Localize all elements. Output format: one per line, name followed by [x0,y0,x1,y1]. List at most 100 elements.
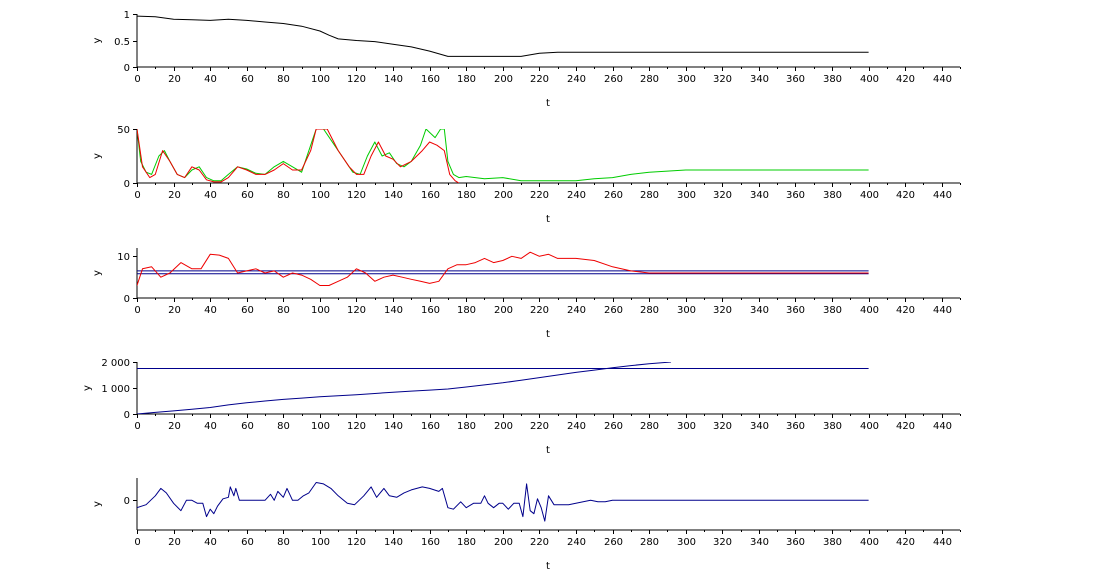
x-tick-label: 280 [640,537,659,548]
x-tick-label: 40 [204,537,217,548]
x-tick-label: 180 [457,305,476,316]
x-tick-label: 400 [860,537,879,548]
x-tick-label: 160 [421,74,440,85]
x-tick-label: 280 [640,74,659,85]
y-tick-label: 1 000 [101,384,130,395]
x-tick-label: 320 [713,421,732,432]
series-line-1 [137,129,869,182]
y-axis-label: y [92,37,103,43]
chart-panel-3: 0 20 40 60 80 100 120 140 160 180 200 220 240 260 280 3… [92,248,961,340]
x-tick-label: 120 [347,305,366,316]
chart-panel-4: 0 20 40 60 80 100 120 140 160 180 200 220 240 260 280 3… [82,358,961,456]
y-tick-label: 0 [124,179,130,190]
y-tick-label: 0 [124,410,130,421]
x-tick-label: 380 [823,537,842,548]
x-tick-label: 360 [786,305,805,316]
series-line-2 [137,362,672,414]
x-tick-label: 420 [896,537,915,548]
x-tick-label: 260 [604,190,623,201]
x-tick-label: 260 [604,305,623,316]
x-tick-label: 60 [241,305,254,316]
x-tick-label: 0 [134,421,140,432]
x-tick-label: 40 [204,305,217,316]
x-tick-label: 380 [823,305,842,316]
x-tick-label: 320 [713,305,732,316]
x-tick-label: 360 [786,190,805,201]
x-tick-label: 0 [134,74,140,85]
x-axis-label: t [546,214,550,225]
x-tick-label: 300 [677,305,696,316]
x-tick-label: 220 [530,190,549,201]
x-tick-label: 20 [168,421,181,432]
x-tick-label: 20 [168,74,181,85]
y-axis-label: y [82,385,93,391]
x-tick-label: 340 [750,305,769,316]
y-tick-label: 10 [117,252,130,263]
chart-panel-1: 0 20 40 60 80 100 120 140 160 180 200 220 240 260 280 3… [92,10,961,109]
x-tick-label: 380 [823,421,842,432]
x-tick-label: 80 [277,537,290,548]
x-tick-label: 160 [421,421,440,432]
x-tick-label: 200 [494,537,513,548]
x-tick-label: 0 [134,305,140,316]
x-tick-label: 140 [384,74,403,85]
x-tick-label: 160 [421,305,440,316]
x-tick-label: 280 [640,305,659,316]
y-tick-label: 0 [124,294,130,305]
x-tick-label: 200 [494,74,513,85]
y-tick-label: 1 [124,10,130,21]
x-tick-label: 220 [530,537,549,548]
x-tick-label: 440 [933,305,952,316]
x-tick-label: 140 [384,537,403,548]
x-tick-label: 280 [640,421,659,432]
x-tick-label: 400 [860,421,879,432]
x-tick-label: 160 [421,190,440,201]
x-axis-label: t [546,329,550,340]
x-tick-label: 40 [204,421,217,432]
x-tick-label: 400 [860,74,879,85]
x-tick-label: 400 [860,305,879,316]
x-tick-label: 300 [677,74,696,85]
x-tick-label: 300 [677,537,696,548]
x-tick-label: 100 [311,305,330,316]
x-tick-label: 20 [168,305,181,316]
y-axis-label: y [92,270,103,276]
series-line-3 [137,251,869,286]
x-axis-label: t [546,561,550,572]
x-tick-label: 80 [277,190,290,201]
x-tick-label: 180 [457,537,476,548]
x-tick-label: 340 [750,421,769,432]
y-axis-label: y [92,501,103,507]
x-tick-label: 20 [168,190,181,201]
x-tick-label: 100 [311,190,330,201]
x-tick-label: 140 [384,421,403,432]
x-tick-label: 180 [457,190,476,201]
y-tick-label: 0.5 [114,37,130,48]
x-tick-label: 20 [168,537,181,548]
x-tick-label: 420 [896,421,915,432]
x-tick-label: 440 [933,74,952,85]
x-tick-label: 240 [567,421,586,432]
x-tick-label: 80 [277,74,290,85]
y-tick-label: 50 [117,125,130,136]
x-tick-label: 200 [494,305,513,316]
x-axis-label: t [546,445,550,456]
x-tick-label: 420 [896,190,915,201]
x-tick-label: 240 [567,537,586,548]
x-tick-label: 400 [860,190,879,201]
x-tick-label: 340 [750,537,769,548]
y-axis-label: y [92,153,103,159]
chart-panel-5: 0 20 40 60 80 100 120 140 160 180 200 220 240 260 280 3… [92,478,961,572]
x-tick-label: 120 [347,74,366,85]
x-tick-label: 180 [457,421,476,432]
x-tick-label: 60 [241,537,254,548]
x-tick-label: 440 [933,190,952,201]
x-tick-label: 240 [567,190,586,201]
x-tick-label: 440 [933,421,952,432]
x-tick-label: 380 [823,190,842,201]
x-tick-label: 420 [896,305,915,316]
x-tick-label: 240 [567,305,586,316]
x-tick-label: 100 [311,74,330,85]
x-tick-label: 220 [530,421,549,432]
